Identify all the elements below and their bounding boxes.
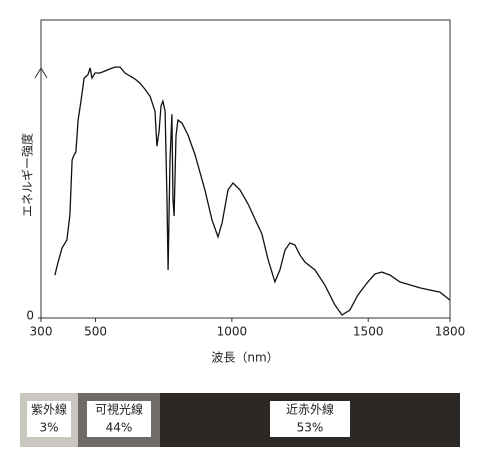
spectrum-line	[54, 66, 451, 316]
spectrum-band: 紫外線 3% 可視光線 44% 近赤外線 53%	[20, 393, 460, 447]
x-tick-label: 500	[84, 325, 107, 339]
x-tick-label: 1000	[217, 325, 248, 339]
band-name: 紫外線	[31, 402, 67, 417]
x-axis-label: 波長（nm）	[211, 351, 278, 365]
band-percent: 3%	[39, 421, 58, 435]
band-percent: 53%	[297, 421, 324, 435]
x-tick-label: 1800	[435, 325, 466, 339]
band-name: 近赤外線	[286, 402, 334, 417]
y-tick-label: 0	[26, 309, 34, 323]
x-tick-label: 300	[30, 325, 53, 339]
y-axis-label: エネルギー強度	[20, 133, 35, 217]
band-label-box	[27, 401, 71, 437]
band-label-box	[87, 401, 151, 437]
band-percent: 44%	[106, 421, 133, 435]
x-tick-label: 1500	[353, 325, 384, 339]
band-label-box	[270, 401, 350, 437]
plot-frame	[40, 19, 451, 319]
axis-arrow	[34, 67, 48, 79]
band-name: 可視光線	[95, 402, 143, 417]
